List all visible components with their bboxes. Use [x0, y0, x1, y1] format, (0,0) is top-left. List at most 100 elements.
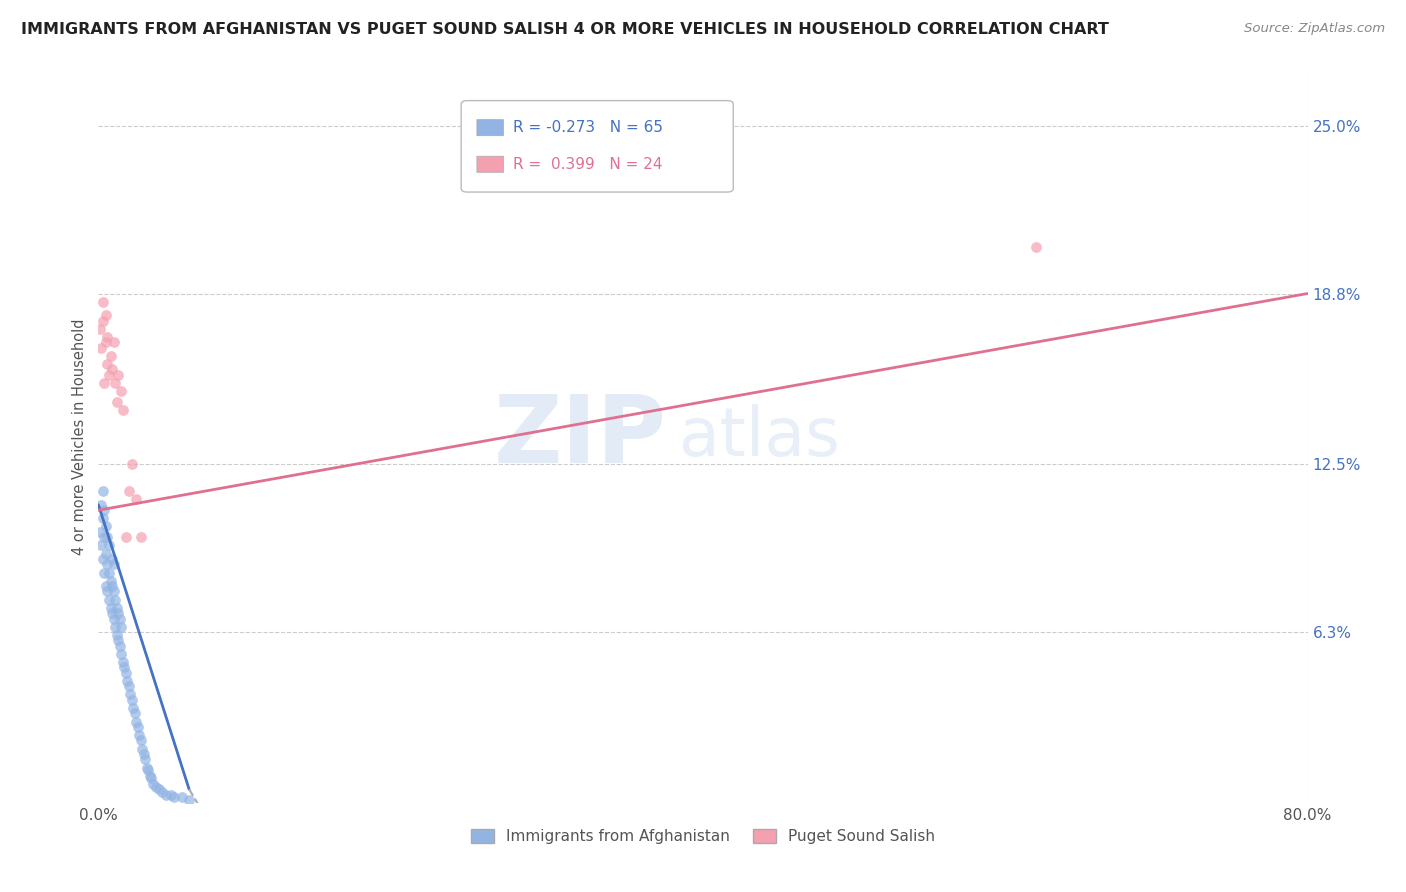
Point [104, 592, 127, 607]
Point [121, 693, 143, 707]
Point [110, 384, 132, 398]
Point [98, 368, 121, 382]
Text: IMMIGRANTS FROM AFGHANISTAN VS PUGET SOUND SALISH 4 OR MORE VEHICLES IN HOUSEHOL: IMMIGRANTS FROM AFGHANISTAN VS PUGET SOU… [21, 22, 1109, 37]
Point [1024, 240, 1046, 254]
Point [90, 341, 112, 355]
FancyBboxPatch shape [477, 156, 503, 172]
Text: Source: ZipAtlas.com: Source: ZipAtlas.com [1244, 22, 1385, 36]
Point [94, 308, 117, 322]
Point [93, 503, 115, 517]
Point [101, 362, 124, 376]
Point [129, 530, 152, 544]
Point [93, 530, 115, 544]
Point [163, 790, 186, 805]
Point [96, 584, 118, 599]
Point [103, 335, 125, 350]
Point [108, 639, 131, 653]
Point [141, 772, 163, 786]
Text: R =  0.399   N = 24: R = 0.399 N = 24 [513, 157, 662, 172]
Point [114, 530, 136, 544]
Point [121, 457, 143, 471]
FancyBboxPatch shape [461, 101, 734, 192]
Point [145, 780, 167, 794]
Point [93, 376, 115, 390]
Point [103, 584, 125, 599]
Point [122, 701, 145, 715]
Point [98, 566, 121, 580]
Point [100, 574, 122, 588]
Point [104, 376, 127, 390]
Point [128, 728, 150, 742]
Point [94, 335, 117, 350]
Text: atlas: atlas [679, 404, 839, 470]
Point [170, 790, 193, 805]
Point [120, 688, 142, 702]
Legend: Immigrants from Afghanistan, Puget Sound Salish: Immigrants from Afghanistan, Puget Sound… [465, 822, 941, 850]
Point [89, 322, 111, 336]
Point [150, 785, 173, 799]
Text: R = -0.273   N = 65: R = -0.273 N = 65 [513, 120, 664, 136]
Point [91, 511, 114, 525]
Point [135, 761, 157, 775]
Point [118, 679, 141, 693]
Point [91, 294, 114, 309]
Point [104, 620, 127, 634]
Point [125, 714, 148, 729]
Point [105, 600, 128, 615]
Point [129, 733, 152, 747]
Point [90, 498, 112, 512]
Point [96, 330, 118, 344]
FancyBboxPatch shape [477, 120, 503, 136]
Point [125, 492, 148, 507]
Point [124, 706, 146, 721]
Point [94, 519, 117, 533]
Point [94, 579, 117, 593]
Point [160, 788, 183, 802]
Point [91, 552, 114, 566]
Point [98, 538, 121, 552]
Point [96, 558, 118, 572]
Point [139, 769, 162, 783]
Point [179, 793, 201, 807]
Point [94, 547, 117, 561]
Point [112, 660, 135, 674]
Point [111, 655, 134, 669]
Point [96, 530, 118, 544]
Point [115, 673, 138, 688]
Point [110, 620, 132, 634]
Point [93, 566, 115, 580]
Point [101, 579, 124, 593]
Point [96, 357, 118, 371]
Point [108, 611, 131, 625]
Point [132, 747, 155, 761]
Y-axis label: 4 or more Vehicles in Household: 4 or more Vehicles in Household [72, 318, 87, 556]
Point [98, 592, 121, 607]
Point [131, 741, 153, 756]
Point [114, 665, 136, 680]
Point [111, 403, 134, 417]
Point [107, 368, 129, 382]
Point [107, 633, 129, 648]
Point [105, 395, 128, 409]
Point [107, 606, 129, 620]
Point [105, 628, 128, 642]
Point [103, 611, 125, 625]
Point [142, 777, 165, 791]
Point [90, 538, 112, 552]
Point [89, 524, 111, 539]
Point [110, 647, 132, 661]
Point [101, 606, 124, 620]
Point [148, 782, 170, 797]
Point [127, 720, 149, 734]
Text: ZIP: ZIP [494, 391, 666, 483]
Point [155, 788, 177, 802]
Point [91, 484, 114, 499]
Point [118, 484, 141, 499]
Point [100, 600, 122, 615]
Point [134, 752, 156, 766]
Point [136, 764, 159, 778]
Point [101, 552, 124, 566]
Point [91, 313, 114, 327]
Point [103, 558, 125, 572]
Point [100, 349, 122, 363]
